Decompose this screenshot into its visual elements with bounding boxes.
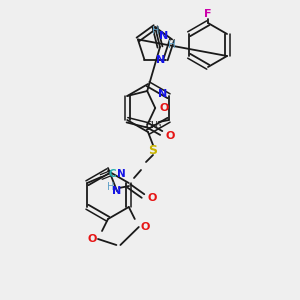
Text: O: O (160, 103, 169, 113)
Text: N: N (160, 32, 169, 41)
Text: N: N (158, 89, 167, 99)
Text: O: O (166, 131, 175, 141)
Text: C: C (108, 169, 116, 179)
Text: O: O (147, 193, 157, 203)
Text: S: S (148, 143, 158, 157)
Text: N: N (117, 169, 126, 179)
Text: H: H (168, 40, 176, 50)
Text: H: H (152, 26, 160, 36)
Text: N: N (112, 186, 122, 196)
Text: H: H (107, 182, 115, 192)
Text: O: O (140, 222, 149, 232)
Text: O: O (87, 234, 97, 244)
Text: CH₃: CH₃ (146, 121, 162, 130)
Text: F: F (204, 9, 212, 19)
Text: N: N (156, 55, 165, 64)
